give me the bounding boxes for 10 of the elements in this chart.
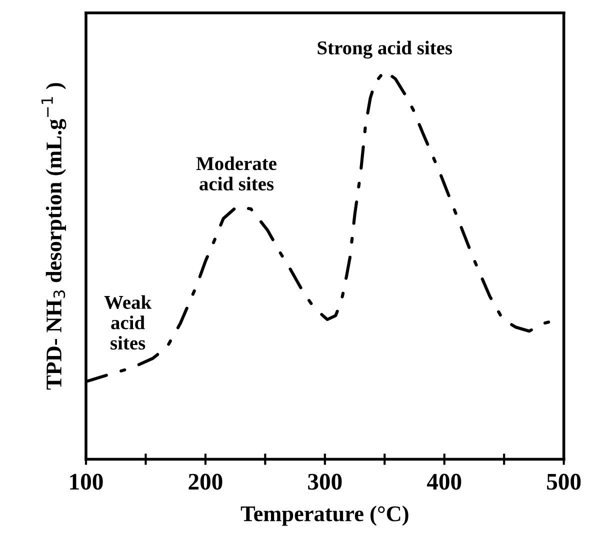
annotation: Weak acid sites [104,295,152,350]
x-tick-label: 300 [308,474,342,490]
annotation: Moderate acid sites [196,156,276,190]
x-tick-label: 200 [188,474,222,490]
x-axis-title: Temperature (°C) [240,506,408,526]
x-tick-label: 500 [547,474,581,490]
x-tick-label: 400 [426,474,462,490]
y-axis-title: TPD- NH$_{3}$ desorption (mL.g$^{−1}$ ) [41,83,66,390]
annotation: Strong acid sites [318,40,452,59]
x-tick-label: 100 [70,474,103,490]
